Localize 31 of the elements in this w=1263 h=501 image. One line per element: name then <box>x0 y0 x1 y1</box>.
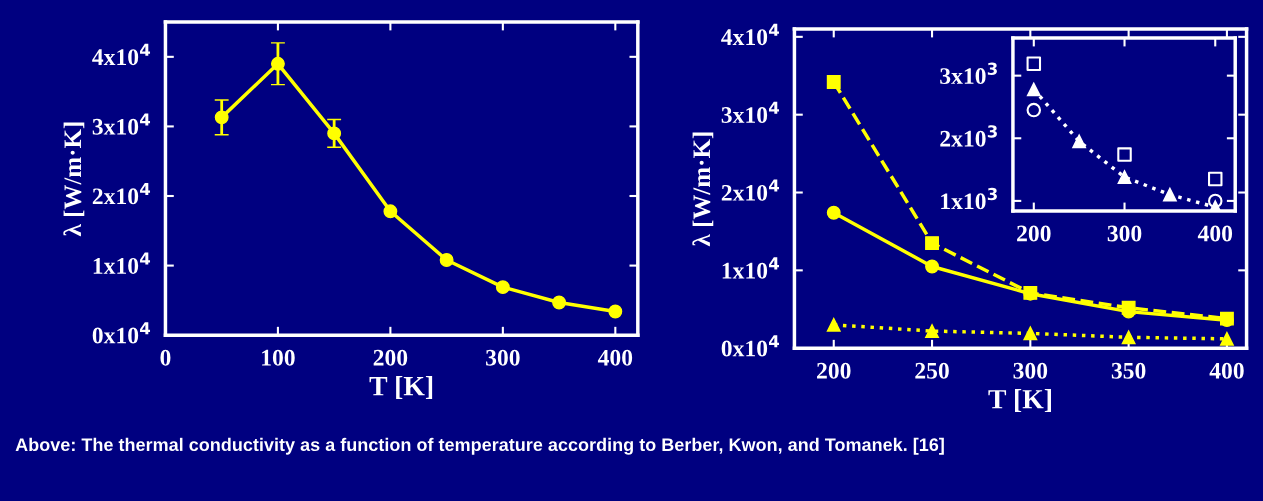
x-tick-label: 250 <box>915 362 949 379</box>
x-tick-label: 400 <box>1197 225 1233 242</box>
x-tick-label: 300 <box>486 349 520 366</box>
y-tick-label: 3x10$^{4}$ <box>721 101 779 123</box>
x-tick-label: 400 <box>1209 362 1244 379</box>
y-axis-title: λ [W/m·K] <box>63 122 85 237</box>
y-tick-label: 2x10$^{4}$ <box>721 179 779 201</box>
text: Above: The thermal conductivity as a function of temperature according to Berber, Kwon, and Tomanek. [16] <box>15 437 944 455</box>
x-tick-label: 200 <box>1017 225 1051 242</box>
y-tick-label: 3x10$^{3}$ <box>940 62 997 85</box>
x-tick-label: 100 <box>262 349 295 366</box>
y-tick-label: 3x10$^{4}$ <box>92 113 151 135</box>
x-tick-label: 400 <box>597 349 633 366</box>
x-tick-label: 200 <box>817 362 851 379</box>
y-tick-label: 1x10$^{4}$ <box>93 252 151 274</box>
x-axis-title: T [K] <box>988 389 1051 413</box>
x-axis-title: T [K] <box>369 376 433 400</box>
y-tick-label: 1x10$^{4}$ <box>722 257 779 279</box>
y-tick-label: 2x10$^{4}$ <box>92 182 151 205</box>
x-tick-label: 350 <box>1111 362 1146 379</box>
y-axis-title: λ [W/m·K] <box>692 132 714 247</box>
y-tick-label: 0x10$^{4}$ <box>721 335 779 357</box>
y-tick-label: 2x10$^{3}$ <box>940 125 997 147</box>
x-tick-label: 300 <box>1013 362 1048 379</box>
x-tick-label: 300 <box>1107 225 1142 242</box>
y-tick-label: 1x10$^{3}$ <box>941 187 997 210</box>
y-tick-label: 4x10$^{4}$ <box>92 43 151 66</box>
y-tick-label: 0x10$^{4}$ <box>92 322 151 344</box>
y-tick-label: 4x10$^{4}$ <box>721 23 779 46</box>
x-tick-label: 0 <box>160 349 171 366</box>
x-tick-label: 200 <box>373 349 408 366</box>
